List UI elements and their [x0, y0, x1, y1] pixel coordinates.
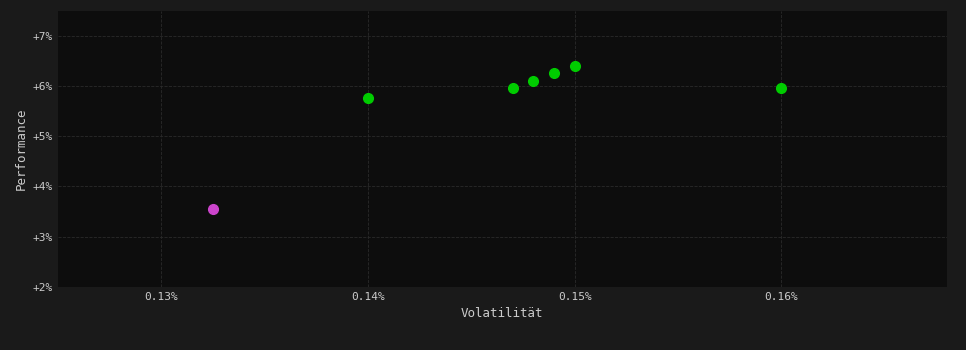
Point	[360, 96, 376, 101]
Point	[567, 63, 582, 69]
X-axis label: Volatilität: Volatilität	[461, 307, 544, 320]
Point	[526, 78, 541, 84]
Y-axis label: Performance: Performance	[14, 107, 27, 190]
Point	[546, 71, 561, 76]
Point	[774, 86, 789, 91]
Point	[505, 86, 521, 91]
Point	[205, 206, 220, 212]
